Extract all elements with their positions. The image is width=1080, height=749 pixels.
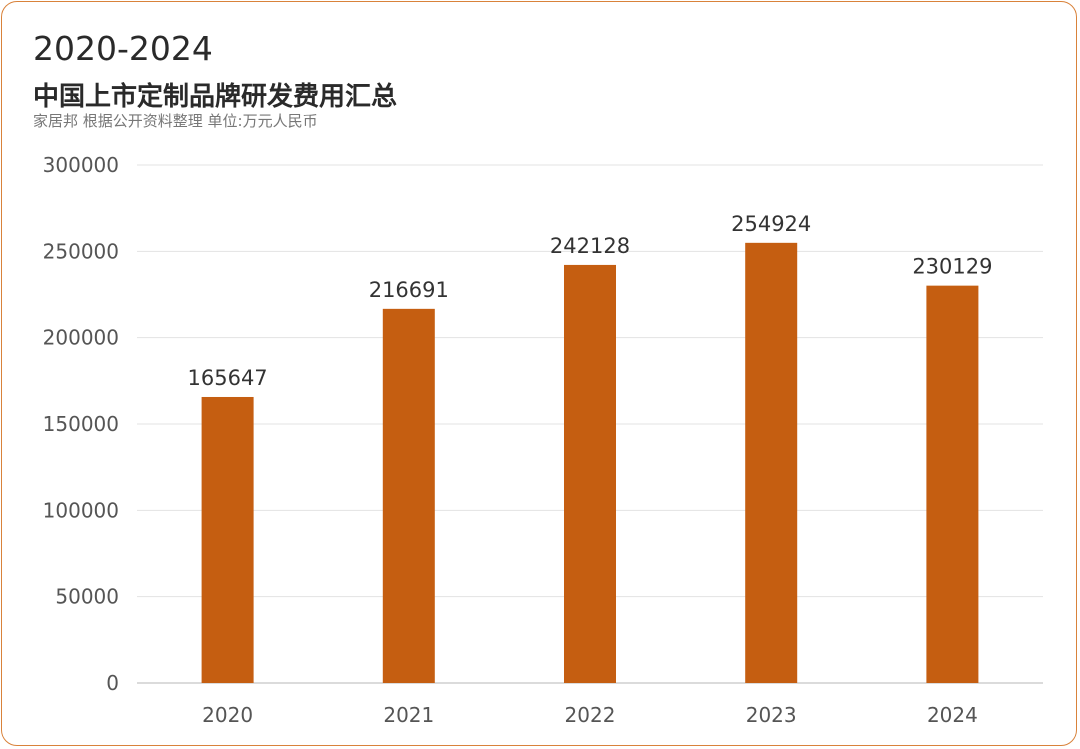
chart-title: 2020-2024 [33,29,213,68]
y-tick-label: 100000 [43,498,119,522]
y-tick-label: 0 [106,671,119,695]
y-tick-label: 200000 [43,326,119,350]
bar-2021 [382,308,435,683]
bars [201,242,979,683]
data-label-2021: 216691 [369,278,449,302]
bar-2022 [564,264,616,683]
x-tick-label-2023: 2023 [746,703,797,727]
data-label-2020: 165647 [188,366,268,390]
bar-2024 [926,285,979,683]
x-tick-label-2024: 2024 [927,703,978,727]
data-label-2023: 254924 [731,212,811,236]
chart-source-note: 家居邦 根据公开资料整理 单位:万元人民币 [33,112,318,130]
x-tick-label-2021: 2021 [383,703,434,727]
x-tick-label-2022: 2022 [565,703,616,727]
bar-2020 [201,396,254,683]
chart-subtitle: 中国上市定制品牌研发费用汇总 [33,82,398,112]
data-labels: 165647 216691 242128 254924 230129 [188,212,993,390]
y-tick-label: 50000 [55,585,119,609]
bar-2023 [745,242,798,683]
y-axis-ticks: 0 50000 100000 150000 200000 250000 300000 [43,153,119,695]
data-label-2024: 230129 [912,255,992,279]
y-tick-label: 150000 [43,412,119,436]
y-tick-label: 250000 [43,239,119,263]
x-tick-label-2020: 2020 [202,703,253,727]
y-tick-label: 300000 [43,153,119,177]
x-axis-ticks: 2020 2021 2022 2023 2024 [202,703,978,727]
data-label-2022: 242128 [550,234,630,258]
